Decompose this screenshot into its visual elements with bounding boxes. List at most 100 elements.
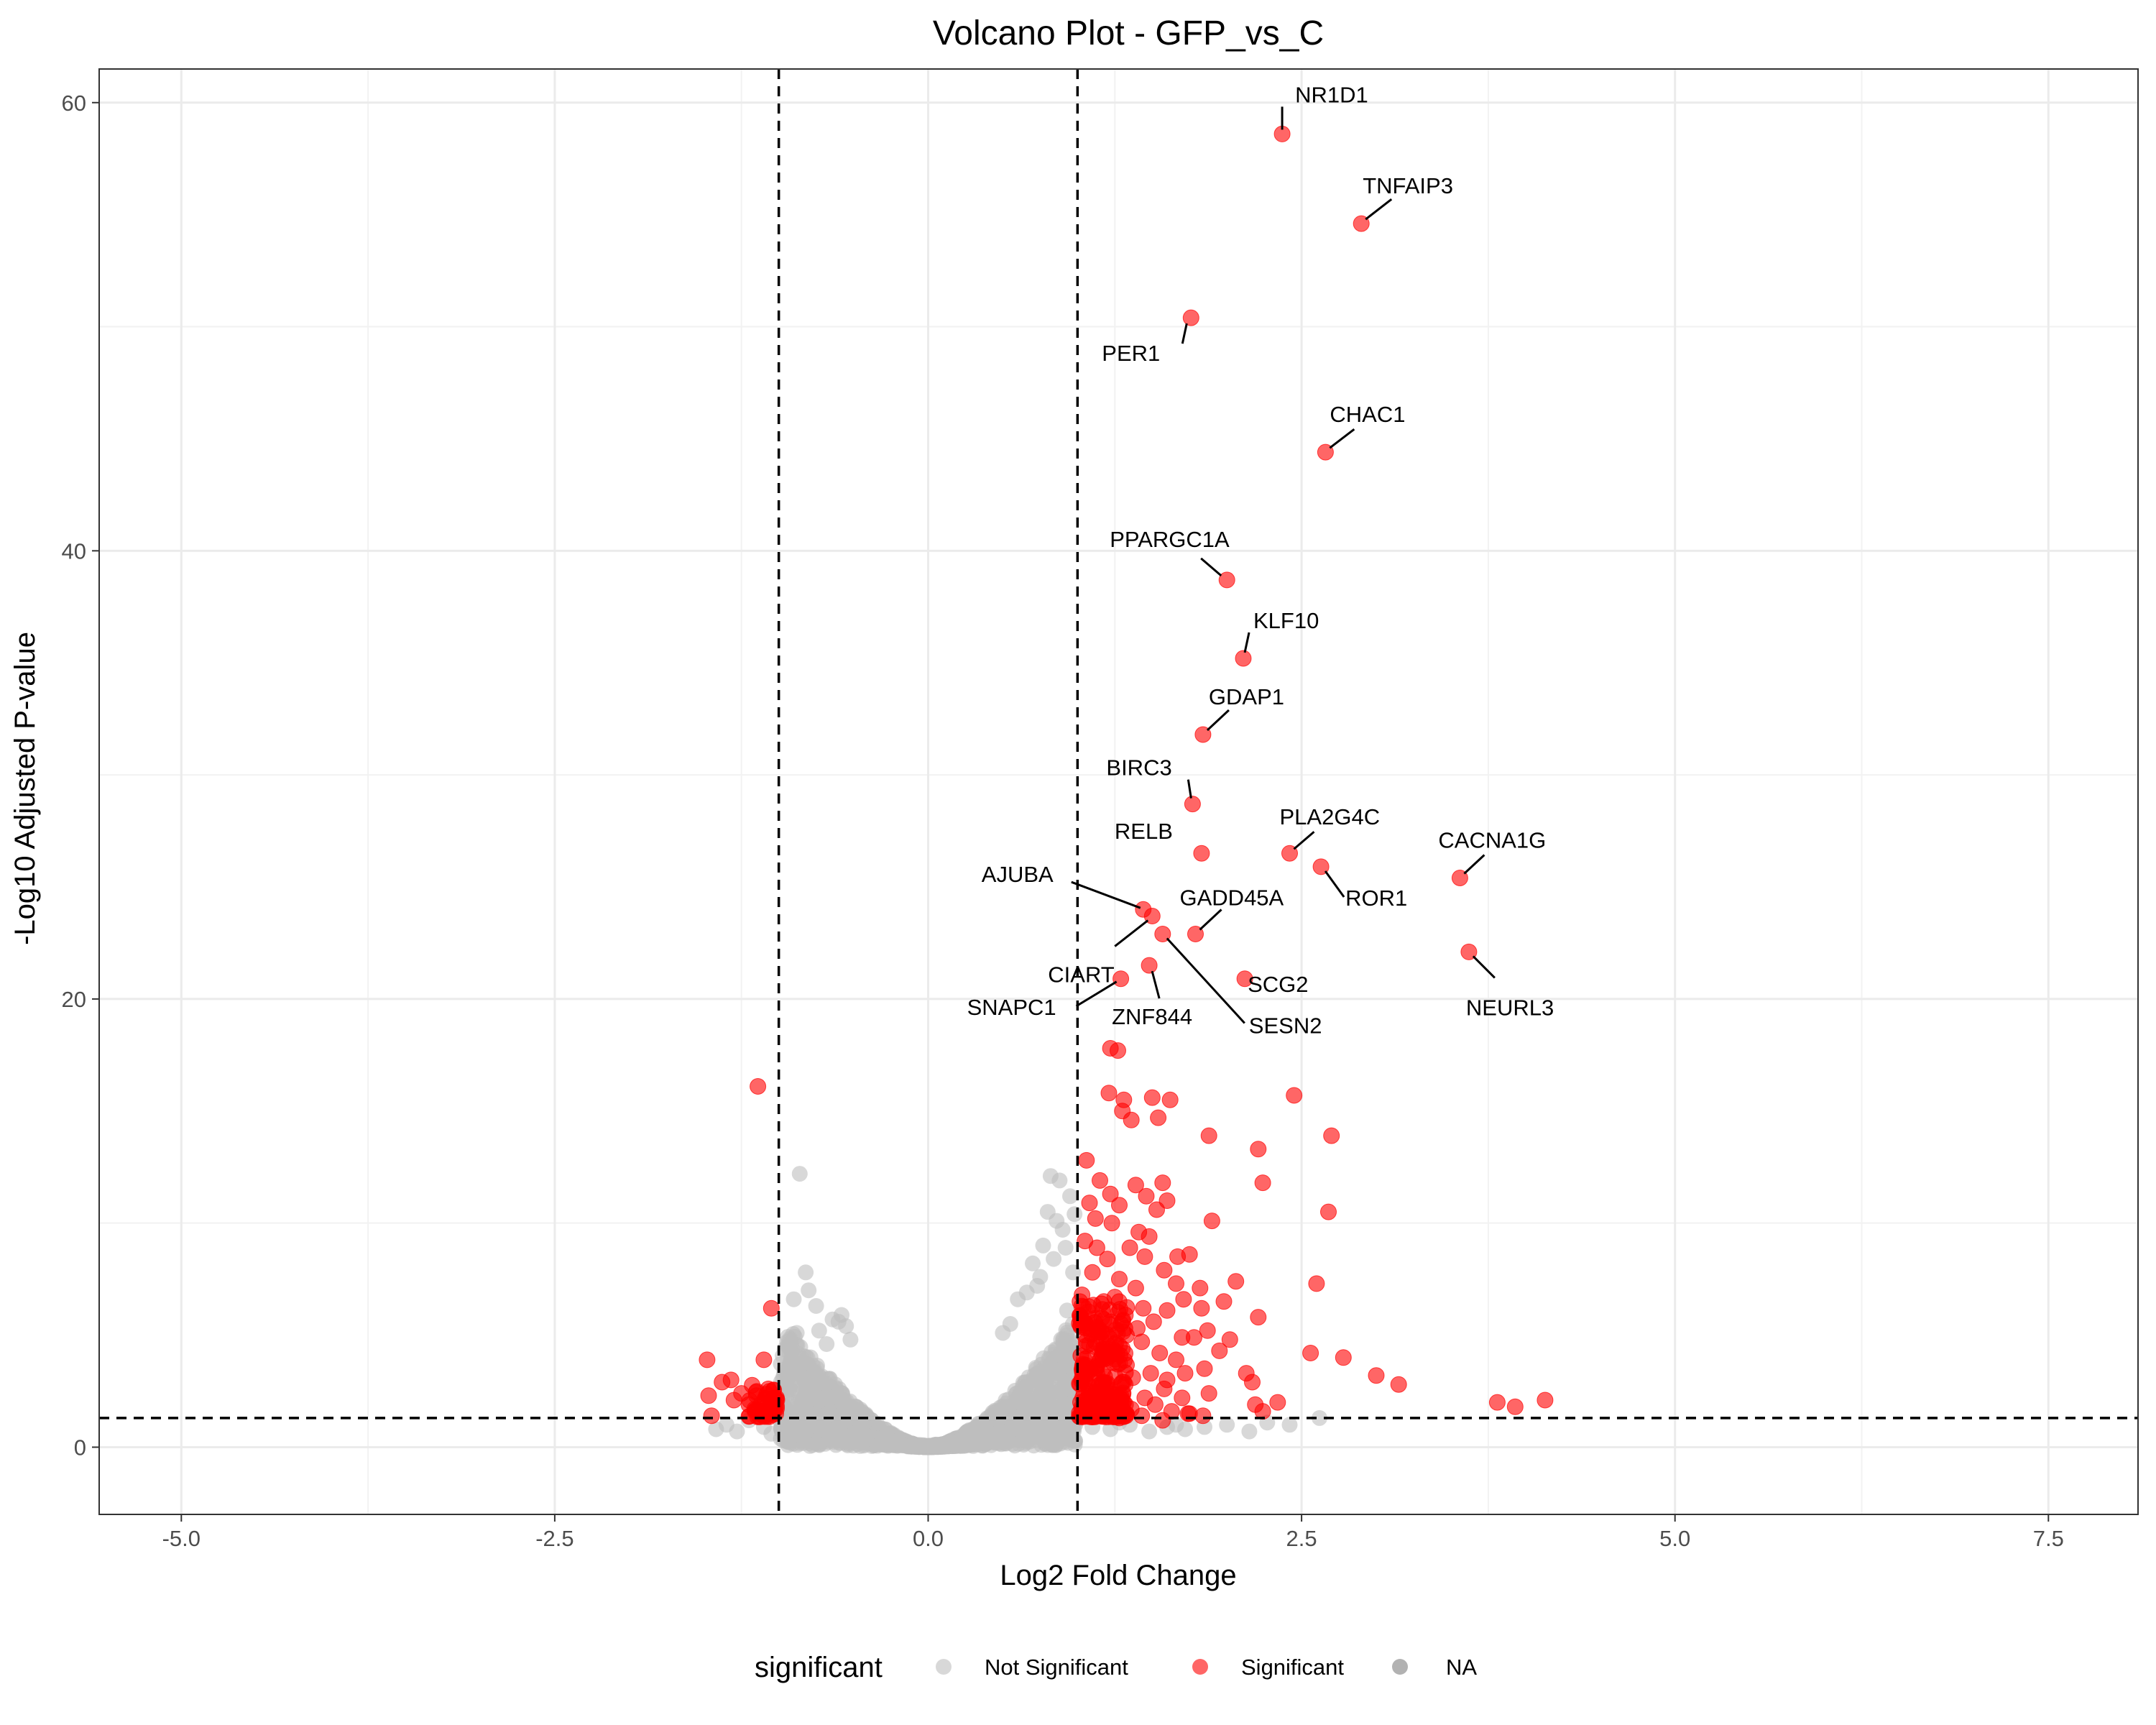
- not-significant-point: [786, 1291, 802, 1307]
- label-ror1: ROR1: [1345, 886, 1407, 911]
- x-tick-label: -5.0: [162, 1526, 201, 1551]
- significant-point: [1141, 1228, 1158, 1245]
- point-ppargc1a: [1218, 571, 1235, 589]
- not-significant-point: [874, 1432, 890, 1448]
- not-significant-point: [1046, 1251, 1062, 1267]
- grid-lines: [99, 69, 2138, 1514]
- y-tick-label: 20: [62, 987, 86, 1012]
- not-significant-point: [791, 1166, 808, 1182]
- label-sesn2: SESN2: [1249, 1013, 1322, 1039]
- significant-point: [744, 1376, 761, 1394]
- significant-point: [1111, 1271, 1128, 1288]
- not-significant-point: [849, 1430, 866, 1446]
- not-significant-point: [1040, 1371, 1056, 1388]
- significant-point: [1193, 1300, 1210, 1317]
- not-significant-point: [1312, 1409, 1327, 1426]
- not-significant-point: [1054, 1222, 1071, 1238]
- significant-point: [1133, 1407, 1151, 1425]
- significant-point: [1115, 1384, 1132, 1402]
- not-significant-point: [842, 1331, 859, 1348]
- not-significant-point: [1035, 1237, 1051, 1254]
- significant-point: [1308, 1275, 1325, 1292]
- point-klf10: [1235, 650, 1252, 667]
- plot-panel-border: [98, 68, 2139, 1515]
- not-significant-point: [819, 1371, 836, 1387]
- significant-point: [1192, 1279, 1209, 1297]
- point-ror1: [1312, 858, 1330, 875]
- significant-point: [1100, 1085, 1118, 1102]
- not-significant-point: [787, 1355, 803, 1371]
- not-significant-point: [1036, 1394, 1052, 1410]
- significant-point: [1156, 1261, 1173, 1279]
- significant-point: [1244, 1374, 1261, 1391]
- significant-point: [763, 1300, 780, 1317]
- point-gdap1: [1194, 726, 1212, 743]
- label-connector-neurl3: [1472, 955, 1496, 979]
- point-chac1: [1317, 443, 1334, 461]
- not-significant-point: [1281, 1417, 1298, 1433]
- significant-point: [1158, 1302, 1176, 1319]
- significant-point: [703, 1407, 720, 1425]
- label-connector-gdap1: [1206, 709, 1230, 732]
- not-significant-point: [1051, 1362, 1067, 1379]
- significant-point: [1320, 1203, 1337, 1220]
- not-significant-point: [1168, 1417, 1184, 1433]
- significant-point: [1072, 1408, 1089, 1425]
- label-connector-sesn2: [1166, 937, 1245, 1024]
- legend-label-significant: Significant: [1241, 1655, 1344, 1680]
- not-significant-point: [959, 1435, 975, 1451]
- y-tick-label: 60: [62, 91, 86, 116]
- significant-point: [1215, 1293, 1233, 1310]
- significant-point: [1092, 1172, 1108, 1189]
- significant-point: [1186, 1329, 1202, 1346]
- point-tnfaip3: [1353, 215, 1370, 232]
- significant-point: [1161, 1091, 1179, 1108]
- not-significant-point: [843, 1403, 860, 1420]
- significant-point: [1211, 1342, 1228, 1359]
- legend-key-significant: [1192, 1659, 1208, 1675]
- significant-point: [1250, 1309, 1267, 1326]
- significant-point: [1136, 1248, 1153, 1265]
- not-significant-point: [1053, 1380, 1069, 1396]
- not-significant-point: [708, 1421, 724, 1438]
- not-significant-point: [980, 1428, 996, 1445]
- label-scg2: SCG2: [1248, 972, 1308, 997]
- label-connector-birc3: [1187, 779, 1192, 799]
- y-tick-label: 40: [62, 538, 86, 564]
- point-ciart: [1143, 908, 1161, 924]
- label-connector-snapc1: [1075, 980, 1118, 1008]
- x-tick-label: 5.0: [1659, 1526, 1690, 1551]
- chart-title: Volcano Plot - GFP_vs_C: [933, 14, 1324, 52]
- point-birc3: [1184, 796, 1201, 813]
- significant-point: [1203, 1213, 1220, 1230]
- label-tnfaip3: TNFAIP3: [1363, 173, 1453, 198]
- significant-point: [1135, 1300, 1152, 1317]
- significant-point: [1095, 1362, 1112, 1379]
- label-pla2g4c: PLA2G4C: [1280, 804, 1381, 829]
- not-significant-point: [1062, 1188, 1078, 1205]
- significant-point: [755, 1351, 773, 1368]
- label-ciart: CIART: [1048, 962, 1115, 988]
- significant-point: [1127, 1279, 1144, 1297]
- label-connector-chac1: [1329, 428, 1355, 449]
- significant-point: [1158, 1192, 1176, 1209]
- significant-point: [763, 1399, 780, 1416]
- label-birc3: BIRC3: [1106, 755, 1171, 781]
- not-significant-point: [1050, 1427, 1067, 1443]
- significant-point: [1145, 1313, 1162, 1330]
- significant-point: [1194, 1407, 1212, 1425]
- legend-label-na: NA: [1446, 1655, 1477, 1680]
- significant-point: [1335, 1349, 1352, 1366]
- point-gadd45a: [1187, 926, 1204, 942]
- significant-point: [1286, 1087, 1303, 1104]
- significant-point: [1102, 1185, 1119, 1202]
- not-significant-point: [729, 1423, 745, 1440]
- significant-point: [1174, 1389, 1191, 1407]
- significant-point: [1142, 1365, 1159, 1382]
- label-per1: PER1: [1102, 341, 1160, 366]
- label-connector-per1: [1181, 323, 1188, 344]
- not-significant-point: [1057, 1240, 1074, 1256]
- significant-point: [1168, 1351, 1184, 1368]
